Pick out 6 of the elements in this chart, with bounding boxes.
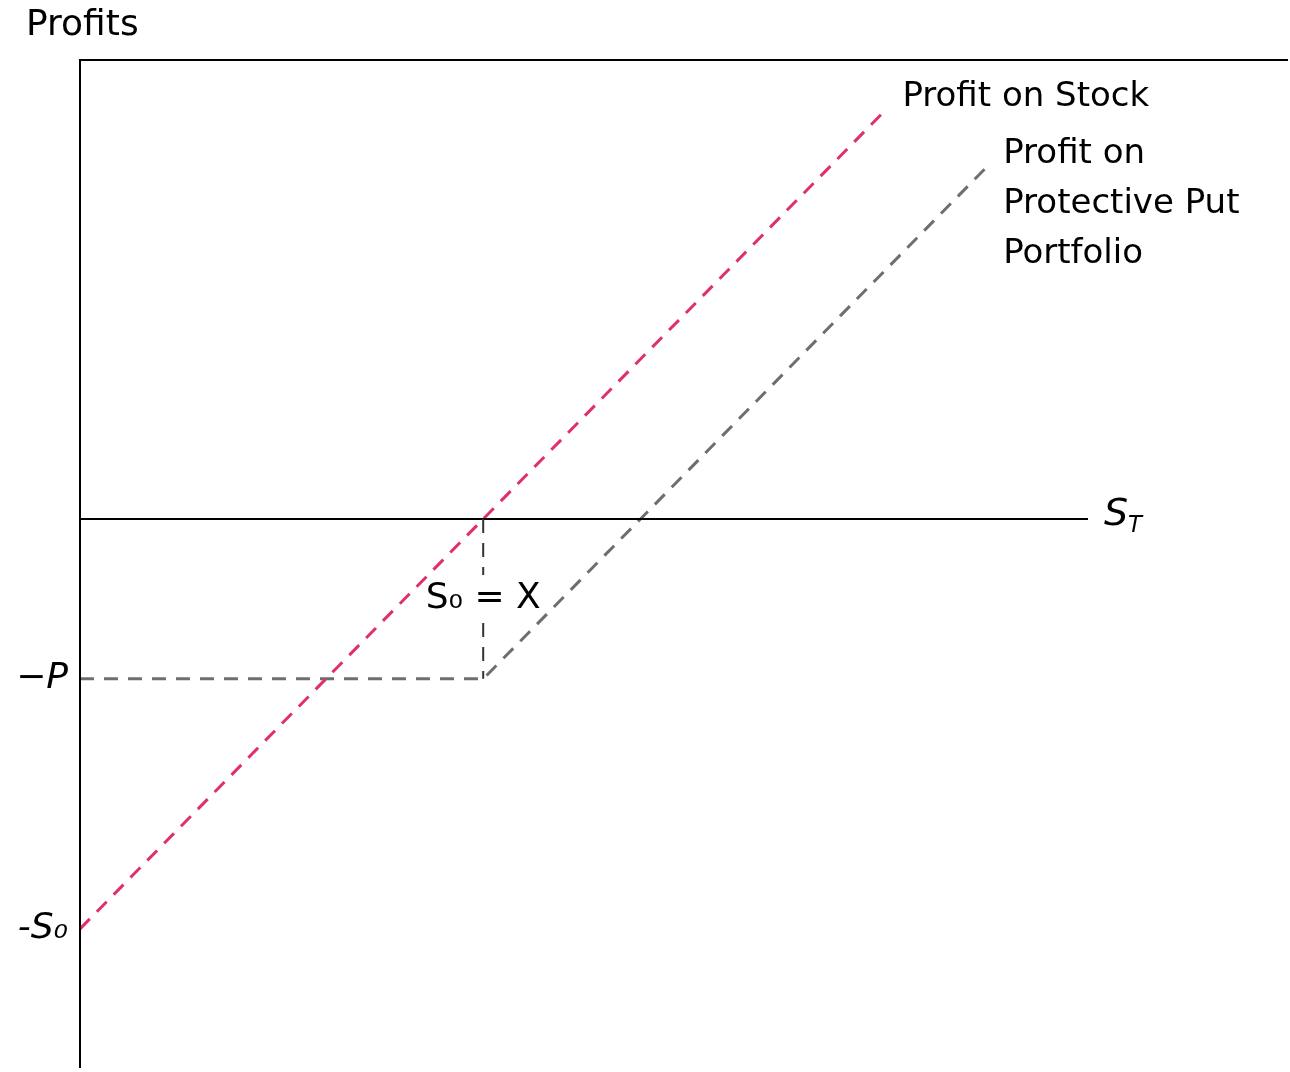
series-label: Profit on Stock: [902, 74, 1150, 115]
y-axis-title: Profits: [26, 2, 139, 44]
series-label: Profit on Protective Put Portfolio: [1003, 131, 1240, 272]
annotation: S₀ = X: [425, 575, 541, 617]
text: −P: [16, 655, 69, 697]
text: -S₀: [17, 905, 69, 947]
